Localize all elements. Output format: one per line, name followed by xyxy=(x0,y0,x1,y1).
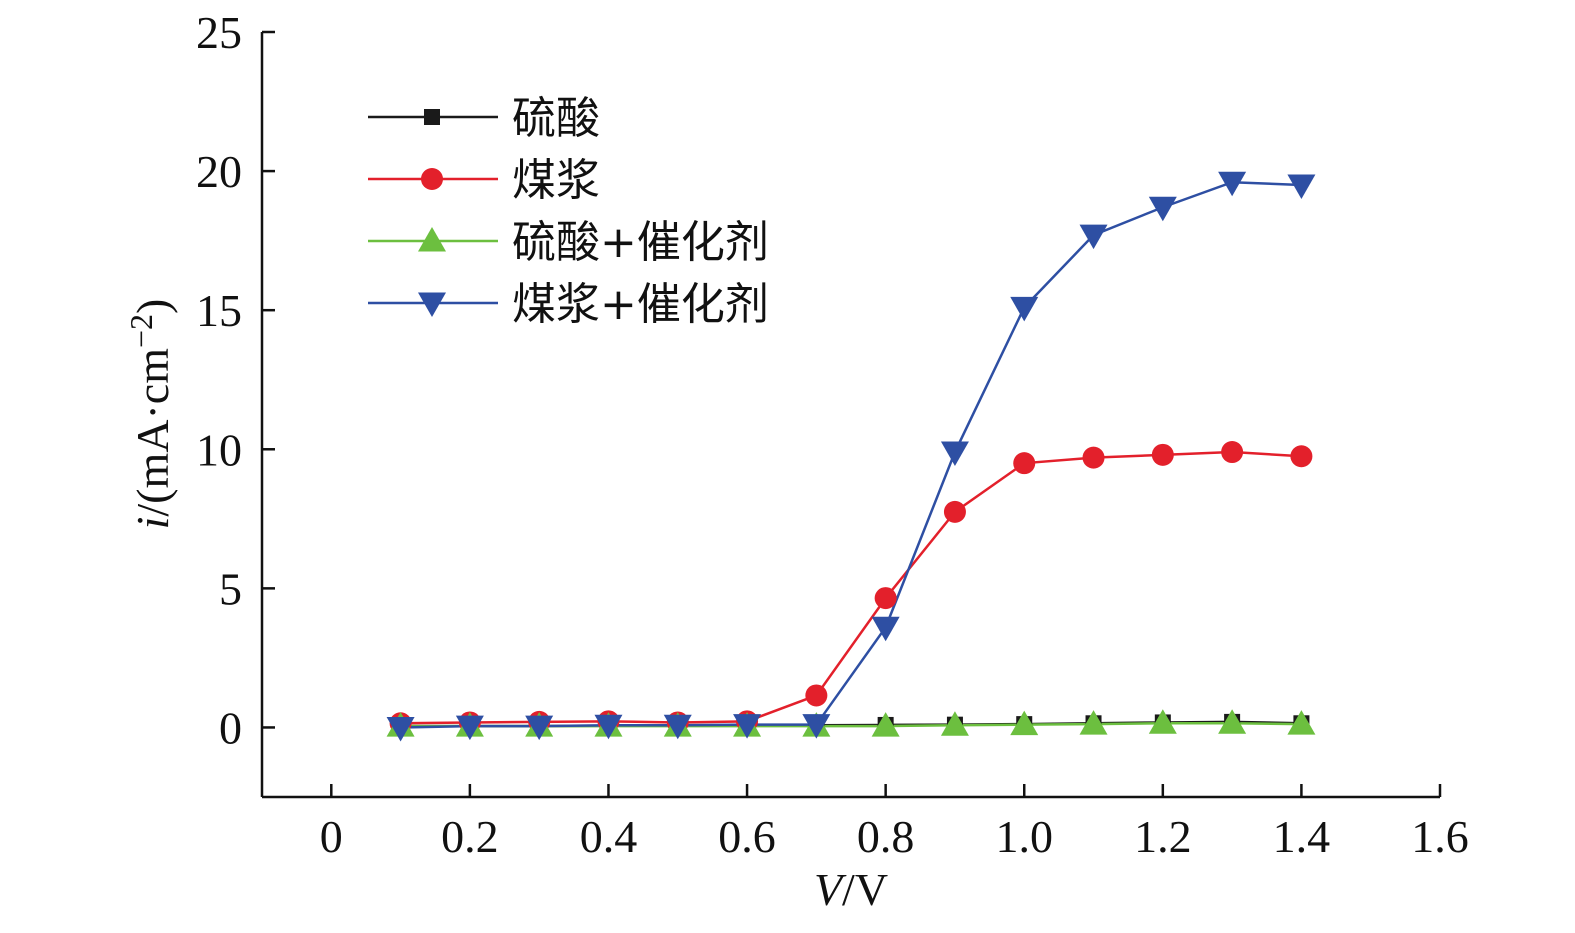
y-axis-title-close: ) xyxy=(127,299,178,314)
x-tick-label: 0.8 xyxy=(857,811,915,862)
data-point-1 xyxy=(1082,446,1105,469)
data-point-1 xyxy=(1221,441,1244,464)
data-point-1 xyxy=(1290,445,1313,468)
series-markers xyxy=(386,171,1316,742)
y-axis-title-sup: −2 xyxy=(123,314,159,348)
x-tick-label: 1.2 xyxy=(1134,811,1192,862)
x-tick-label: 0 xyxy=(320,811,343,862)
data-point-2 xyxy=(1079,710,1108,735)
data-point-1 xyxy=(874,587,897,610)
data-point-3 xyxy=(525,715,554,741)
data-point-2 xyxy=(940,711,969,736)
data-point-2 xyxy=(1010,710,1039,736)
data-point-2 xyxy=(1218,709,1247,734)
data-point-3 xyxy=(1287,174,1316,199)
x-tick-label: 1.6 xyxy=(1411,811,1469,862)
x-tick-label: 0.2 xyxy=(441,811,499,862)
data-point-1 xyxy=(805,684,828,707)
series-line-1 xyxy=(400,450,1302,725)
series-line-3 xyxy=(400,180,1302,729)
legend-label-3: 煤浆+催化剂 xyxy=(512,279,769,330)
data-point-1 xyxy=(943,500,966,523)
data-point-3 xyxy=(455,715,484,741)
data-point-3 xyxy=(1148,196,1177,222)
y-tick-label: 25 xyxy=(196,7,242,58)
legend-marker-0 xyxy=(424,109,440,125)
y-tick-label: 0 xyxy=(219,702,242,753)
data-point-3 xyxy=(594,714,623,740)
data-point-3 xyxy=(940,441,969,467)
y-tick-label: 10 xyxy=(196,424,242,475)
x-tick-label: 0.4 xyxy=(580,811,638,862)
y-axis-title-unit: /(mA·cm xyxy=(127,348,178,517)
y-tick-label: 5 xyxy=(219,563,242,614)
y-tick-label: 20 xyxy=(196,146,242,197)
legend-marker-3 xyxy=(418,292,446,317)
x-axis-title-var: V xyxy=(814,864,847,915)
data-point-3 xyxy=(1010,296,1039,322)
data-point-2 xyxy=(1287,710,1316,735)
data-point-3 xyxy=(1079,224,1108,250)
legend-marker-2 xyxy=(418,227,446,252)
data-point-3 xyxy=(663,714,692,740)
x-axis-title-unit: /V xyxy=(842,864,888,915)
legend-marker-1 xyxy=(421,168,443,190)
data-point-3 xyxy=(871,616,900,642)
data-point-1 xyxy=(1013,452,1036,475)
y-ticks: 0 5 10 15 20 25 xyxy=(196,7,275,753)
legend-label-0: 硫酸 xyxy=(512,93,600,144)
data-point-3 xyxy=(733,714,762,739)
data-point-1 xyxy=(1151,443,1174,466)
data-point-2 xyxy=(1148,709,1177,734)
data-point-3 xyxy=(386,716,415,742)
series-lines xyxy=(400,180,1302,729)
legend-label-2: 硫酸+催化剂 xyxy=(512,217,769,268)
x-ticks: 0 0.2 0.4 0.6 0.8 1.0 1.2 1.4 1.6 xyxy=(320,784,1469,862)
data-point-2 xyxy=(871,712,900,737)
x-tick-label: 0.6 xyxy=(718,811,776,862)
data-point-3 xyxy=(1218,171,1247,197)
y-axis-title-var: i xyxy=(127,517,178,530)
y-axis-title: i/(mA·cm−2) xyxy=(123,299,178,530)
data-point-3 xyxy=(802,714,831,739)
x-tick-label: 1.0 xyxy=(995,811,1053,862)
x-tick-label: 1.4 xyxy=(1273,811,1331,862)
y-tick-label: 15 xyxy=(196,285,242,336)
x-axis-title: V/V xyxy=(814,864,888,915)
legend-label-1: 煤浆 xyxy=(512,155,600,206)
axes xyxy=(260,32,1440,799)
